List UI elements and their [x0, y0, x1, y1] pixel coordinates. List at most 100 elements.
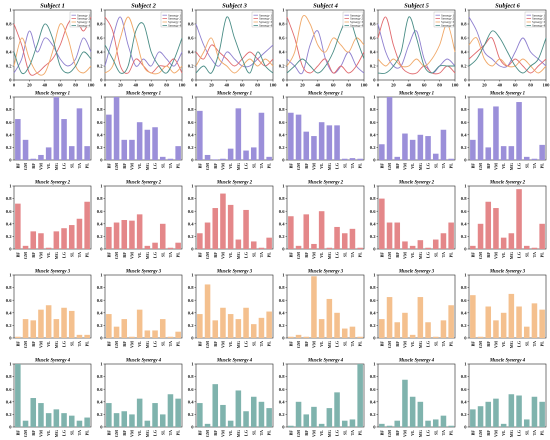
bar-vm	[220, 404, 226, 427]
series-line-synergy-3	[195, 37, 274, 74]
bar-vl	[227, 204, 234, 249]
bar-lg	[425, 420, 431, 427]
category-label: VM	[129, 163, 134, 170]
bar-sl	[432, 419, 439, 427]
x-tick-label: 100	[88, 83, 96, 88]
y-tick-label: 0.4	[97, 50, 103, 55]
x-tick-label: 80	[528, 83, 533, 88]
category-label: TA	[350, 163, 355, 169]
y-tick-label: 0.8	[279, 22, 285, 27]
panel-title: Muscle Synergy 4	[489, 359, 526, 364]
y-tick-label: 0.8	[6, 196, 12, 201]
bar-mg	[144, 245, 151, 249]
category-label: RF	[486, 163, 491, 169]
bar-vl	[45, 247, 52, 249]
category-label: LG	[426, 251, 431, 258]
bar-rf	[121, 411, 128, 427]
series-line-synergy-2	[377, 16, 456, 75]
synergy-panel: Muscle Synergy 3 0 0.2 0.4 0.6 0.8 1 BF GM RF VM VL…	[279, 270, 365, 348]
x-tick-label: 80	[164, 83, 169, 88]
y-tick-label: 0.4	[279, 221, 285, 226]
bar-ta	[76, 420, 83, 427]
bar-vm	[129, 220, 135, 249]
category-label: TA	[259, 430, 264, 436]
bar-vm	[220, 193, 226, 249]
y-tick-label: 0.4	[97, 310, 103, 315]
legend-label: Synergy 1	[259, 13, 272, 17]
bar-vm	[220, 158, 226, 160]
category-label: VM	[129, 252, 134, 259]
legend-label: Synergy 1	[168, 13, 181, 17]
category-label: MG	[145, 251, 150, 259]
y-tick-label: 0.4	[6, 399, 12, 404]
y-tick-label: 0.4	[461, 399, 467, 404]
synergy-panel: Muscle Synergy 3 0 0.2 0.4 0.6 0.8 1 BF GM RF VM VL…	[97, 270, 183, 348]
bar-lg	[243, 209, 249, 249]
series-line-synergy-3	[13, 23, 92, 76]
category-label: GM	[23, 252, 28, 259]
bar-ta	[258, 317, 265, 338]
synergy-panel: Muscle Synergy 1 0 0.2 0.4 0.6 0.8 1 BF GM RF VM VL…	[6, 92, 92, 170]
bar-bf	[106, 314, 112, 338]
y-tick-label: 0.8	[461, 107, 467, 112]
y-tick-label: 0.8	[370, 285, 376, 290]
category-label: SL	[433, 163, 438, 168]
panel-title: Muscle Synergy 3	[398, 270, 435, 275]
x-tick-label: 0	[13, 83, 16, 88]
category-label: PL	[358, 341, 363, 347]
category-label: TA	[77, 430, 82, 436]
y-tick-label: 0	[191, 158, 194, 163]
bar-lg	[61, 119, 67, 160]
bar-lg	[152, 127, 158, 160]
category-label: VM	[402, 430, 407, 437]
subject-title: Subject 4	[313, 3, 338, 10]
series-line-synergy-2	[195, 44, 274, 67]
y-tick-label: 0.2	[279, 323, 285, 328]
bar-lg	[425, 247, 431, 249]
bar-pl	[448, 305, 454, 338]
category-label: TA	[168, 163, 173, 169]
legend-box	[69, 11, 91, 28]
bar-lg	[61, 307, 67, 338]
category-label: PL	[358, 430, 363, 436]
bar-gm	[22, 245, 29, 249]
category-label: VM	[38, 252, 43, 259]
category-label: GM	[205, 163, 210, 170]
category-label: GM	[296, 163, 301, 170]
bar-ta	[76, 334, 83, 338]
category-label: BF	[106, 163, 111, 169]
category-label: LG	[153, 251, 158, 258]
y-tick-label: 0.6	[461, 36, 467, 41]
category-label: MG	[418, 251, 423, 259]
y-tick-label: 1	[9, 362, 12, 367]
y-tick-label: 0.4	[188, 221, 194, 226]
bar-lg	[152, 330, 158, 338]
bar-vm	[402, 312, 408, 338]
bar-vm	[38, 403, 44, 427]
category-label: RF	[213, 341, 218, 347]
category-label: GM	[114, 252, 119, 259]
bar-sl	[250, 324, 257, 338]
category-label: BF	[470, 341, 475, 347]
category-label: VL	[410, 163, 415, 169]
bar-vm	[402, 133, 408, 160]
y-tick-label: 0.2	[461, 234, 467, 239]
bar-bf	[106, 226, 112, 249]
bar-sl	[159, 414, 166, 427]
legend-box	[251, 11, 273, 28]
category-label: VL	[137, 341, 142, 347]
category-label: PL	[176, 430, 181, 436]
bar-pl	[448, 158, 454, 160]
category-label: GM	[478, 252, 483, 259]
panel-title: Muscle Synergy 1	[34, 92, 70, 97]
y-tick-label: 0	[100, 336, 103, 341]
x-tick-label: 80	[255, 83, 260, 88]
y-tick-label: 0.8	[97, 107, 103, 112]
series-line-synergy-4	[13, 23, 92, 75]
y-tick-label: 0	[464, 425, 467, 430]
y-tick-label: 0.8	[6, 107, 12, 112]
category-label: BF	[106, 430, 111, 436]
y-tick-label: 1	[282, 273, 285, 278]
x-tick-label: 40	[316, 83, 321, 88]
category-label: VM	[402, 252, 407, 259]
